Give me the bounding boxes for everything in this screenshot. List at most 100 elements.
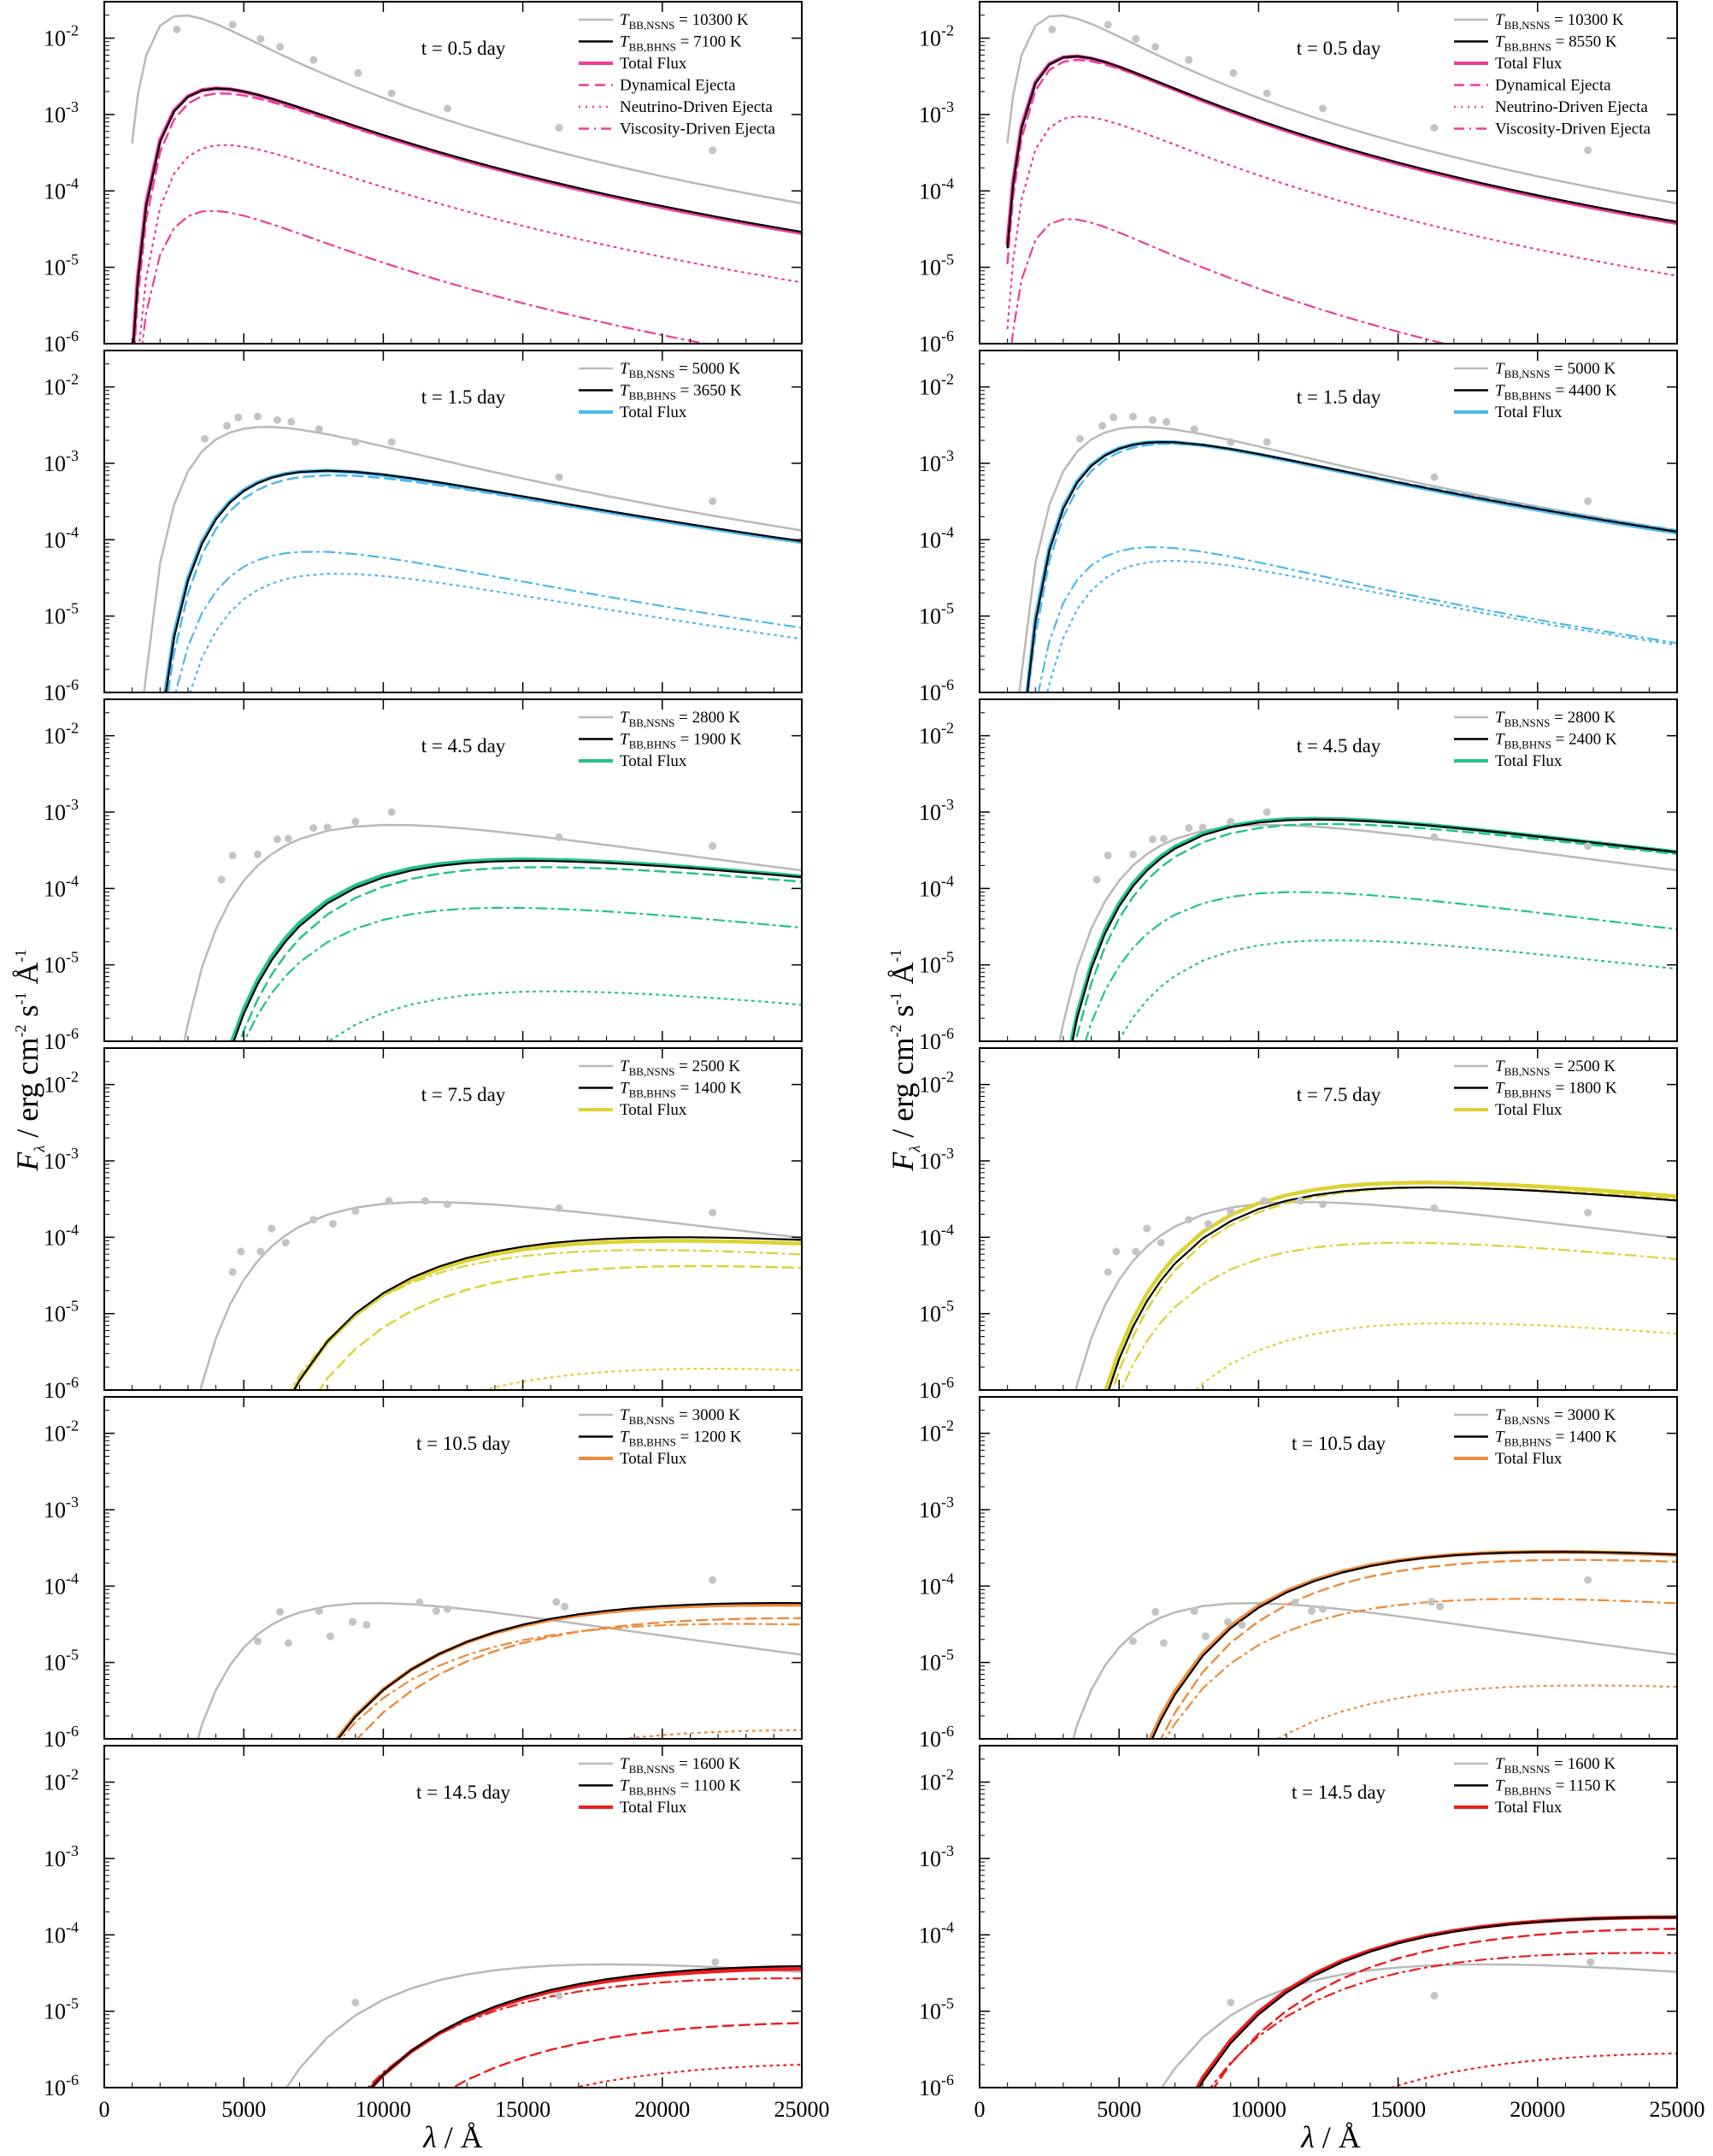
total-flux-line	[1069, 816, 1677, 1041]
observation-point	[1198, 823, 1207, 832]
observation-point	[1227, 817, 1235, 826]
plot-area	[143, 412, 802, 692]
plot-area	[197, 1576, 802, 1739]
plot-area	[131, 14, 802, 344]
legend-entry: TBB,NSNS = 5000 K	[620, 360, 740, 380]
observation-point	[1307, 1607, 1316, 1616]
observation-point	[1263, 808, 1271, 816]
observation-point	[354, 68, 362, 77]
y-tick-label: 10-3	[44, 447, 79, 476]
legend-entry: TBB,BHNS = 4400 K	[1495, 382, 1617, 403]
observation-point	[1148, 415, 1157, 424]
y-tick-label: 10-2	[44, 371, 79, 400]
observation-point	[217, 875, 226, 884]
y-tick-label: 10-4	[919, 174, 954, 203]
legend-entry: TBB,BHNS = 8550 K	[1495, 33, 1617, 54]
bhns-blackbody-line	[337, 1602, 802, 1739]
dynamical-ejecta-line	[1212, 1928, 1677, 2088]
time-label: t = 4.5 day	[421, 735, 506, 757]
nsns-blackbody-line	[285, 1963, 802, 2088]
observation-point	[432, 1607, 440, 1616]
observation-point	[1129, 1637, 1137, 1646]
observation-point	[711, 1958, 720, 1966]
legend-entry: Dynamical Ejecta	[1495, 77, 1611, 95]
legend-entry: TBB,NSNS = 3000 K	[1495, 1406, 1616, 1427]
bhns-blackbody-line	[132, 87, 802, 344]
observation-point	[349, 1617, 356, 1626]
observation-point	[709, 842, 717, 851]
bhns-blackbody-line	[1026, 441, 1677, 692]
observation-point	[1260, 1197, 1269, 1205]
neutrino-ejecta-line	[1006, 115, 1677, 330]
y-tick-label: 10-6	[44, 327, 79, 356]
x-tick-label: 20000	[634, 2097, 690, 2122]
y-tick-label: 10-3	[919, 1493, 954, 1523]
y-tick-label: 10-2	[919, 22, 954, 51]
legend-entry: Total Flux	[620, 55, 687, 73]
y-tick-label: 10-2	[919, 1766, 954, 1795]
legend-entry: Neutrino-Driven Ejecta	[1495, 98, 1648, 116]
bhns-blackbody-line	[1151, 1551, 1677, 1739]
y-tick-label: 10-6	[44, 676, 79, 705]
dynamical-ejecta-line	[318, 1264, 802, 1390]
legend-entry: Total Flux	[1495, 55, 1563, 73]
observation-point	[1129, 850, 1137, 858]
legend-entry: TBB,NSNS = 3000 K	[620, 1406, 740, 1427]
legend-entry: TBB,NSNS = 5000 K	[1495, 360, 1616, 380]
observation-point	[351, 438, 360, 446]
y-tick-label: 10-6	[44, 1374, 79, 1403]
x-tick-label: 0	[974, 2097, 986, 2122]
y-tick-label: 10-3	[919, 447, 954, 476]
y-tick-label: 10-3	[44, 1842, 79, 1871]
observation-point	[387, 89, 396, 97]
observation-point	[256, 1247, 265, 1256]
observation-point	[287, 417, 296, 426]
neutrino-ejecta-line	[1388, 2052, 1677, 2088]
y-tick-label: 10-5	[44, 600, 79, 629]
y-tick-label: 10-4	[44, 872, 79, 901]
y-tick-label: 10-5	[44, 251, 79, 280]
observation-point	[1319, 1200, 1327, 1209]
legend-entry: TBB,NSNS = 2500 K	[620, 1057, 740, 1078]
spectrum-panel: 0 5000 10000 15000 20000 25000 10-6 10-5 10-4 10-…	[44, 1745, 830, 2122]
y-tick-label: 10-3	[919, 98, 954, 127]
y-tick-label: 10-3	[44, 1145, 79, 1174]
observation-point	[1584, 146, 1592, 155]
plot-area	[199, 1197, 802, 1390]
legend-entry: TBB,NSNS = 10300 K	[1495, 11, 1624, 32]
observation-point	[254, 850, 262, 858]
panel-frame	[979, 698, 1678, 1042]
viscosity-ejecta-line	[1084, 891, 1677, 1041]
observation-point	[444, 1200, 451, 1209]
bhns-blackbody-line	[1198, 1916, 1677, 2088]
y-tick-label: 10-2	[44, 1069, 79, 1098]
observation-point	[223, 421, 232, 430]
observation-point	[309, 56, 318, 64]
y-tick-label: 10-4	[44, 1570, 79, 1599]
y-axis-title-right: Fλ / erg cm-2 s-1 Å-1	[886, 949, 923, 1171]
viscosity-ejecta-line	[243, 906, 802, 1041]
y-tick-label: 10-3	[44, 796, 79, 825]
legend-entry: TBB,BHNS = 1100 K	[620, 1777, 741, 1798]
observation-point	[284, 834, 292, 843]
viscosity-ejecta-line	[366, 1977, 802, 2088]
nsns-blackbody-line	[199, 1200, 802, 1390]
nsns-blackbody-line	[1018, 426, 1677, 692]
legend-entry: Neutrino-Driven Ejecta	[620, 98, 773, 116]
observation-point	[228, 21, 237, 29]
observation-point	[1224, 1617, 1232, 1626]
observation-point	[276, 1607, 285, 1616]
neutrino-ejecta-line	[1194, 1322, 1677, 1390]
observation-point	[273, 415, 281, 424]
viscosity-ejecta-line	[1037, 546, 1677, 692]
spectrum-panel: 10-6 10-5 10-4 10-3 10-2 t = 7.5 day TBB,NSNS …	[919, 1047, 1678, 1403]
y-tick-label: 10-5	[919, 1298, 954, 1327]
legend-entry: TBB,NSNS = 1600 K	[620, 1755, 740, 1776]
legend-entry: TBB,BHNS = 1150 K	[1495, 1777, 1616, 1798]
y-tick-label: 10-4	[919, 1221, 954, 1250]
bhns-blackbody-line	[233, 859, 802, 1041]
plot-area	[1018, 412, 1677, 692]
